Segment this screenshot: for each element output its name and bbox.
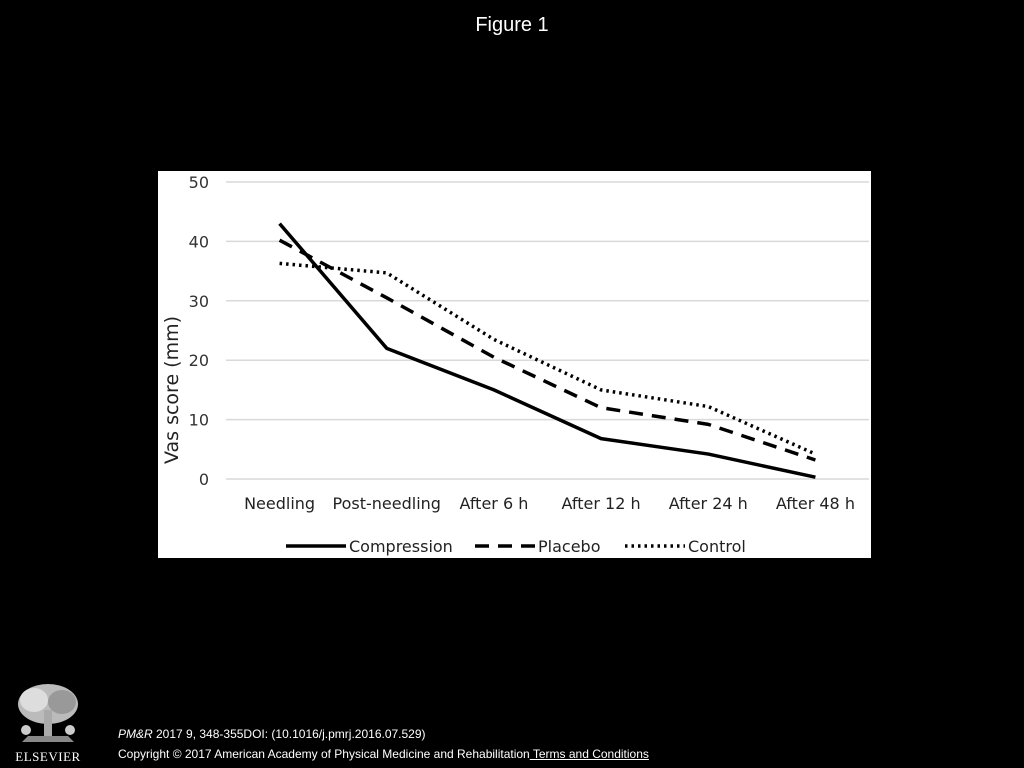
y-tick-label: 30 — [189, 292, 209, 311]
series-line-placebo — [278, 238, 816, 462]
y-tick-label: 0 — [199, 470, 209, 489]
x-tick-label: Needling — [244, 494, 315, 513]
figure-title: Figure 1 — [475, 14, 549, 36]
legend-label-compression: Compression — [349, 537, 453, 556]
y-axis-ticks: 0 10 20 30 40 50 — [189, 173, 209, 489]
elsevier-logo: ELSEVIER — [8, 680, 88, 765]
y-tick-label: 50 — [189, 173, 209, 192]
x-axis-ticks: Needling Post-needling After 6 h After 12 h… — [244, 494, 855, 513]
x-tick-label: Post-needling — [333, 494, 441, 513]
y-tick-label: 20 — [189, 351, 209, 370]
x-tick-label: After 24 h — [669, 494, 748, 513]
series-line-compression — [278, 222, 816, 479]
y-tick-label: 40 — [189, 232, 209, 251]
line-chart: 0 10 20 30 40 50 Needling Post-needling After 6… — [161, 173, 869, 556]
legend: Compression Placebo Control — [286, 537, 746, 556]
legend-label-placebo: Placebo — [538, 537, 600, 556]
series-line-control — [279, 261, 817, 456]
copyright: Copyright © 2017 American Academy of Phy… — [118, 747, 649, 761]
x-tick-label: After 48 h — [776, 494, 855, 513]
y-axis-title: Vas score (mm) — [161, 316, 183, 464]
series-lines — [278, 222, 817, 479]
x-tick-label: After 6 h — [459, 494, 528, 513]
gridlines — [226, 181, 869, 480]
legend-label-control: Control — [688, 537, 746, 556]
elsevier-wordmark: ELSEVIER — [15, 749, 81, 764]
citation: PM&R 2017 9, 348-355DOI: (10.1016/j.pmrj… — [118, 727, 426, 741]
citation-details: 2017 9, 348-355DOI: (10.1016/j.pmrj.2016… — [152, 727, 426, 741]
chart-panel: 0 10 20 30 40 50 Needling Post-needling After 6… — [158, 171, 871, 558]
y-tick-label: 10 — [189, 411, 209, 430]
x-tick-label: After 12 h — [562, 494, 641, 513]
elsevier-tree-icon — [8, 680, 88, 748]
terms-and-conditions-link[interactable]: Terms and Conditions — [529, 747, 649, 761]
journal-name: PM&R — [118, 727, 153, 741]
copyright-text: Copyright © 2017 American Academy of Phy… — [118, 747, 530, 761]
